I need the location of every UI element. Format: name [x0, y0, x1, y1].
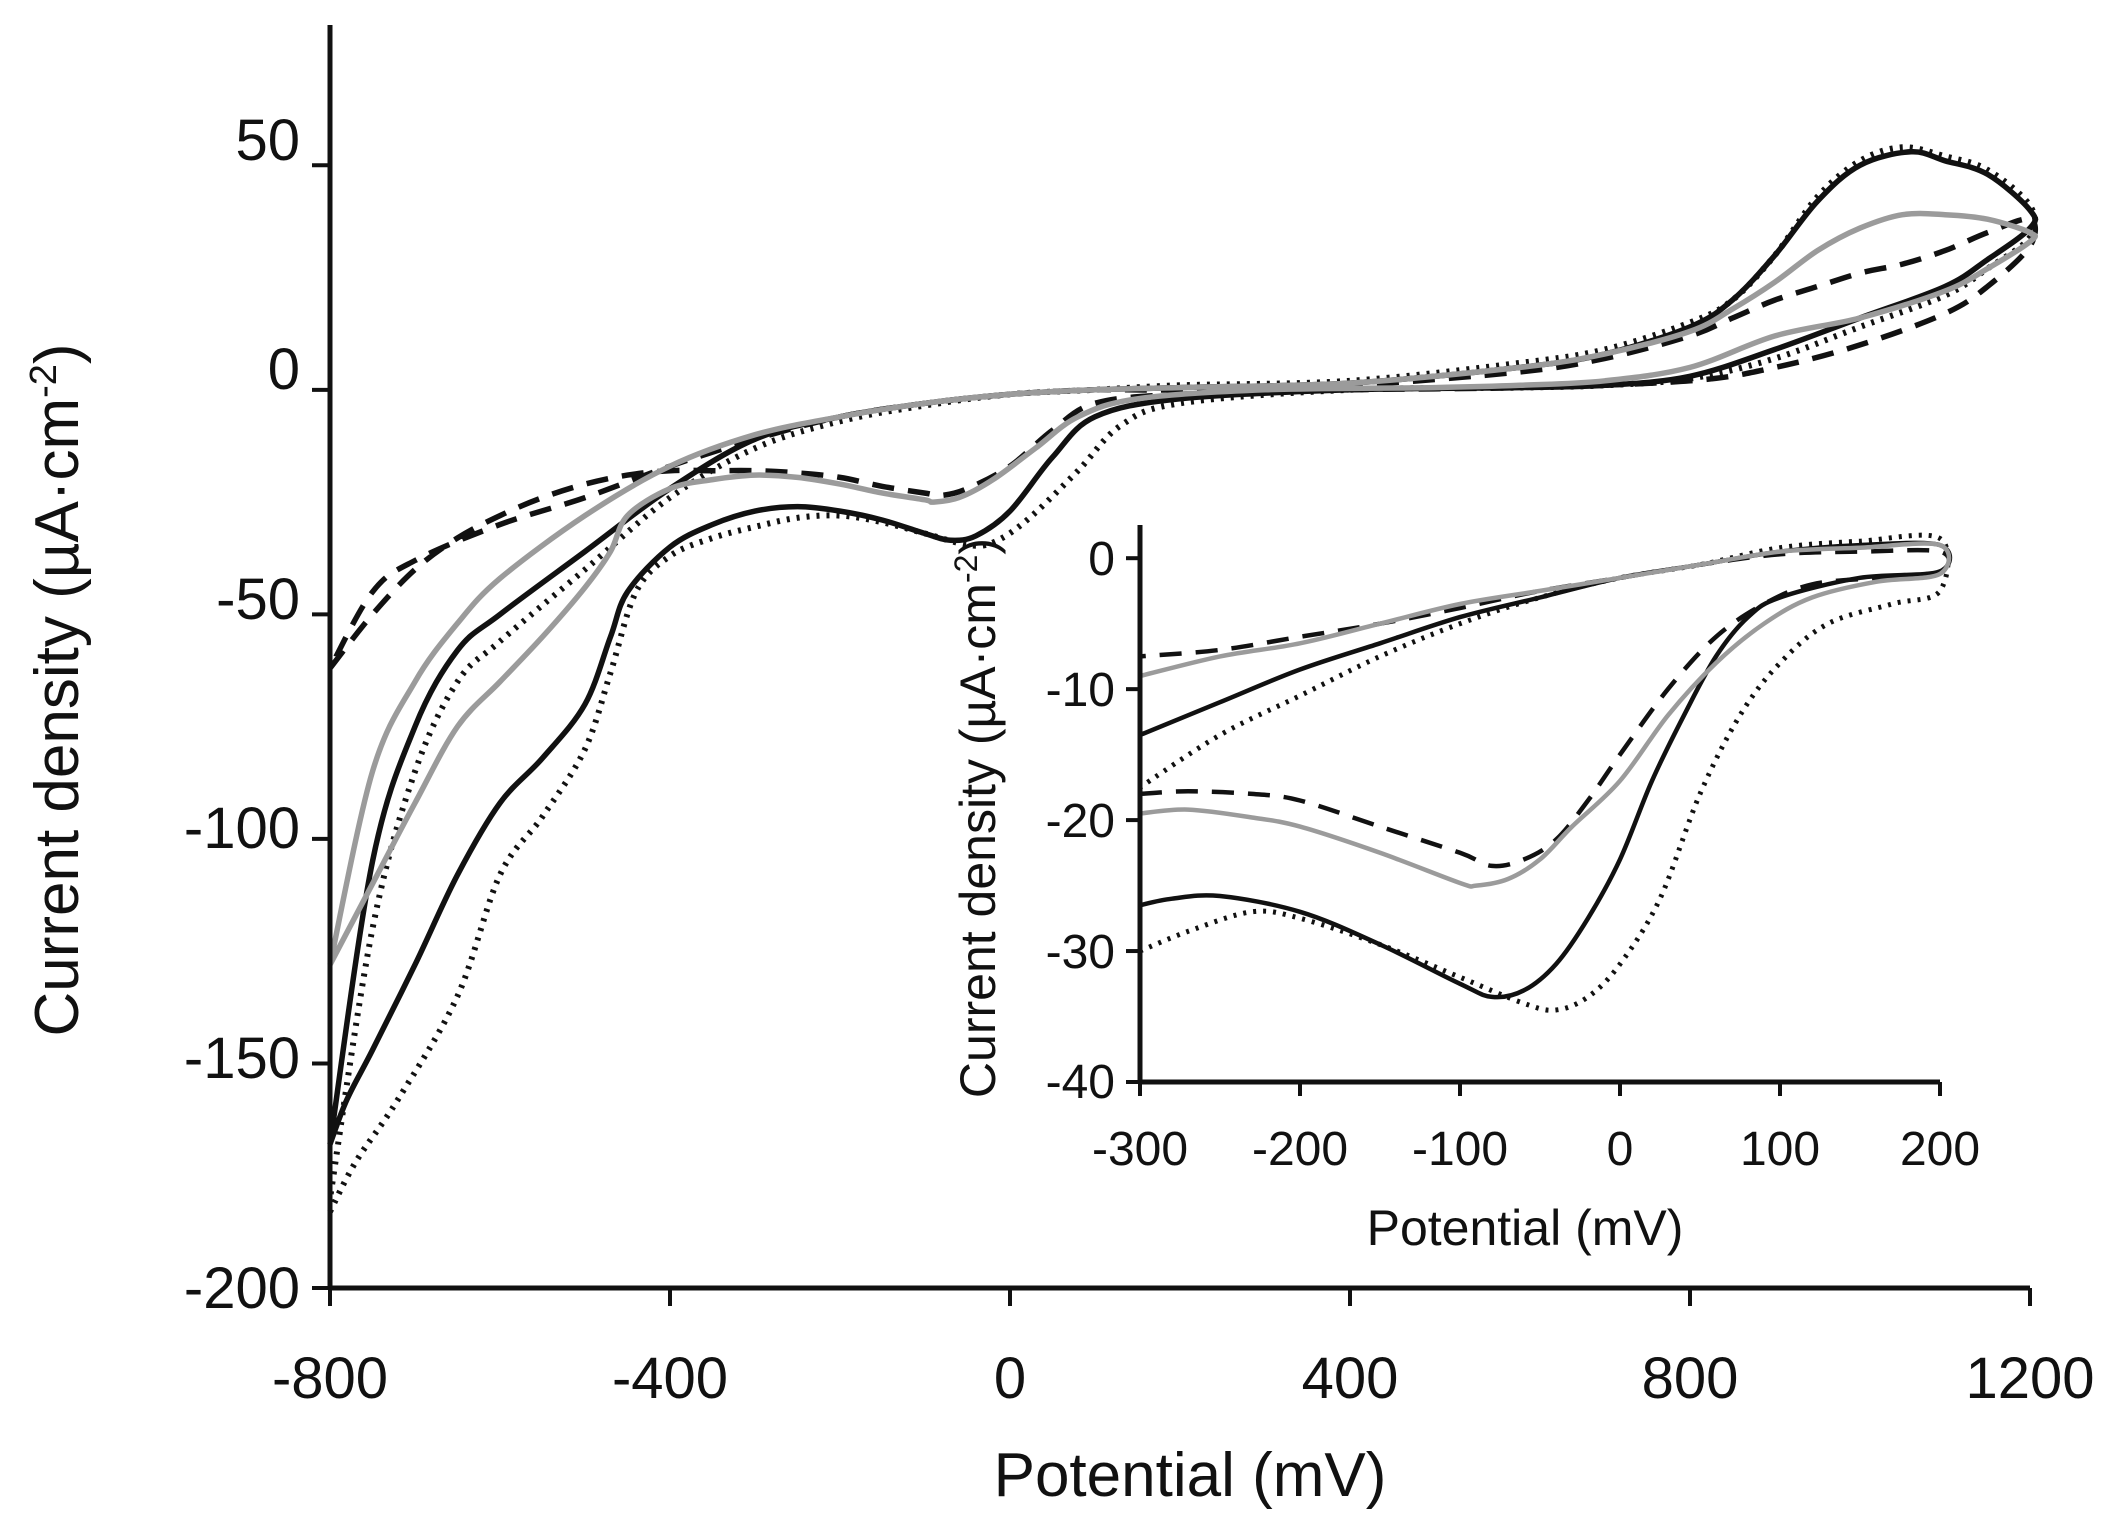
main-xtick-label: -800: [272, 1346, 388, 1411]
main-ytick-label: 50: [235, 108, 300, 173]
main-xtick-label: 800: [1642, 1346, 1739, 1411]
main-xtick-label: 1200: [1965, 1346, 2094, 1411]
main-ytick-label: -100: [184, 796, 300, 861]
main-xtick-label: 0: [994, 1346, 1026, 1411]
inset-xtick-label: 0: [1607, 1123, 1634, 1176]
inset-ytick-label: -10: [1046, 664, 1115, 717]
main-curves: [327, 144, 2039, 1214]
inset-xtick-label: 100: [1740, 1123, 1820, 1176]
main-ticks: [312, 163, 2032, 1306]
main-xtick-label: 400: [1302, 1346, 1399, 1411]
inset-ytick-label: -30: [1046, 926, 1115, 979]
main-series-gray-solid: [327, 210, 2039, 966]
main-y-axis-title-close: ): [23, 343, 92, 364]
inset-xtick-label: 200: [1900, 1123, 1980, 1176]
inset-series-black-dashed: [1139, 547, 1952, 869]
inset-y-axis-title: Current density (µA·cm-2): [948, 538, 1006, 1098]
inset-y-axis-title-text: Current density (: [950, 728, 1006, 1098]
inset-series-gray-solid: [1139, 541, 1952, 889]
inset-ticks: [1126, 556, 1942, 1096]
main-y-axis-title-text: Current density (: [23, 578, 92, 1037]
main-y-axis-title-exponent: -2: [23, 364, 65, 398]
inset-y-axis-title-close: ): [950, 538, 1006, 555]
inset-x-axis-title: Potential (mV): [1367, 1200, 1684, 1256]
inset-y-axis-title-exponent: -2: [948, 555, 984, 583]
inset-xtick-label: -300: [1092, 1123, 1188, 1176]
main-ytick-label: -200: [184, 1256, 300, 1321]
inset-series-black-solid: [1139, 540, 1953, 1000]
main-ytick-label: -50: [216, 567, 300, 632]
inset-ytick-label: -40: [1046, 1056, 1115, 1109]
inset-y-axis-title-unit: µA·cm: [950, 583, 1006, 728]
inset-xtick-label: -100: [1412, 1123, 1508, 1176]
main-series-black-dashed: [327, 216, 2039, 671]
inset-ytick-label: -20: [1046, 795, 1115, 848]
inset-chart: -300 -200 -100 0 100 200 -40 -30 -20 -10…: [948, 525, 1980, 1256]
inset-curves: [1138, 532, 1953, 1013]
main-chart: -800 -400 0 400 800 1200 -200 -150 -100 …: [23, 25, 2095, 1510]
main-xtick-label: -400: [612, 1346, 728, 1411]
main-series-black-dotted: [327, 144, 2039, 1214]
inset-xtick-label: -200: [1252, 1123, 1348, 1176]
main-ytick-label: 0: [268, 337, 300, 402]
inset-ytick-label: 0: [1088, 533, 1115, 586]
main-x-axis-title: Potential (mV): [994, 1441, 1387, 1510]
main-y-axis-title: Current density (µA·cm-2): [23, 343, 92, 1036]
main-y-axis-title-unit: µA·cm: [23, 398, 92, 578]
main-ytick-label: -150: [184, 1026, 300, 1091]
